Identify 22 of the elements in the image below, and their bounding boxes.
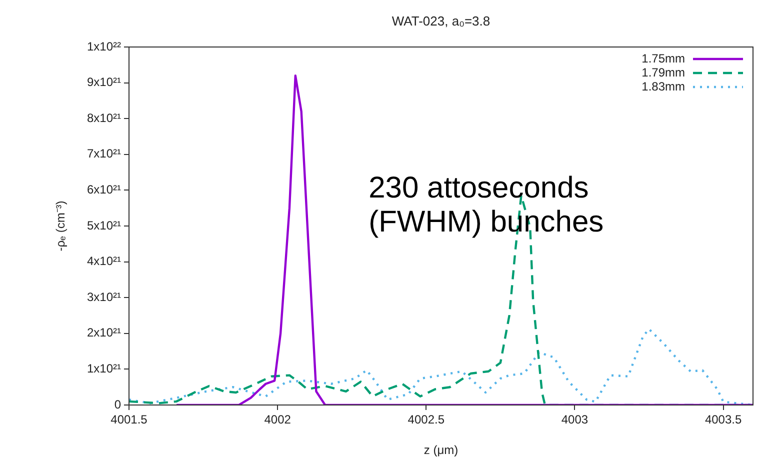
x-tick-label: 4001.5: [110, 412, 148, 427]
y-tick-label: 5x10²¹: [86, 218, 121, 232]
legend-label: 1.79mm: [642, 65, 685, 80]
y-tick-label: 8x10²¹: [86, 110, 121, 125]
x-axis-title: z (μm): [424, 443, 458, 458]
chart-title: WAT-023, a₀=3.8: [392, 14, 490, 29]
y-tick-label: 1x10²¹: [86, 362, 121, 376]
y-tick-label: 3x10²¹: [86, 290, 121, 304]
x-tick-label: 4002.5: [408, 412, 445, 427]
x-tick-label: 4003: [561, 412, 588, 427]
y-tick-label: 0: [114, 397, 122, 412]
legend-label: 1.75mm: [642, 51, 685, 66]
y-axis-title: -ρₑ (cm⁻³): [54, 200, 68, 252]
y-tick-label: 7x10²¹: [86, 146, 121, 161]
x-tick-label: 4003.5: [704, 412, 742, 427]
x-tick-label: 4002: [264, 412, 292, 427]
legend-label: 1.83mm: [642, 79, 685, 94]
y-tick-label: 2x10²¹: [86, 326, 121, 340]
y-tick-label: 9x10²¹: [86, 75, 121, 90]
y-tick-label: 6x10²¹: [86, 182, 121, 197]
y-tick-label: 1x10²²: [86, 39, 121, 54]
y-tick-label: 4x10²¹: [86, 254, 121, 268]
